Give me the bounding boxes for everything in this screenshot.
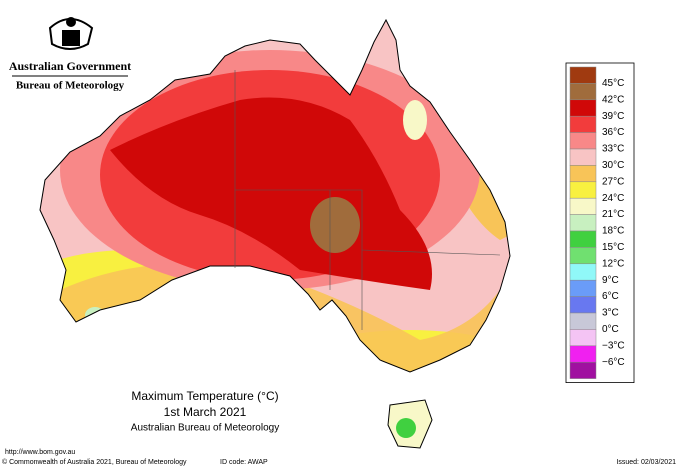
legend-swatch [569,361,597,379]
legend-swatch [569,230,597,248]
legend-label: 24°C [602,193,624,204]
legend-swatch [569,296,597,314]
legend-swatch [569,263,597,281]
legend-swatch [569,247,597,265]
logo [48,17,94,50]
issued: Issued: 02/03/2021 [616,459,676,466]
legend-label: 45°C [602,78,624,89]
legend-swatch [569,99,597,117]
copyright: © Commonwealth of Australia 2021, Bureau… [2,458,187,466]
source: Australian Bureau of Meteorology [131,423,279,434]
legend-swatch [569,214,597,232]
legend-swatch [569,83,597,101]
legend-label: 27°C [602,176,624,187]
legend: 45°C 42°C 39°C 36°C 33°C 30°C 27°C 24°C 21°C 18°C… [565,62,635,384]
legend-swatch [569,115,597,133]
legend-label: 30°C [602,160,624,171]
legend-label: 0°C [602,324,619,335]
legend-label: 3°C [602,308,619,319]
coastline [39,18,511,373]
bureau: Bureau of Meteorology [16,80,125,92]
legend-swatch [569,66,597,84]
legend-swatch [569,165,597,183]
legend-swatch [569,181,597,199]
legend-label: 18°C [602,226,624,237]
legend-label: 9°C [602,275,619,286]
legend-label: 39°C [602,111,624,122]
legend-swatch [569,279,597,297]
legend-swatch [569,132,597,150]
legend-label: −6°C [602,357,625,368]
title: Maximum Temperature (°C) [131,389,278,403]
legend-swatch [569,329,597,347]
url: http://www.bom.gov.au [5,449,75,456]
legend-label: 6°C [602,291,619,302]
subtitle: 1st March 2021 [164,405,247,419]
legend-label: 42°C [602,94,624,105]
tasmania-cold [396,418,416,438]
legend-label: 12°C [602,258,624,269]
agency: Australian Government [9,59,131,73]
state-borders [234,70,501,330]
id-code: ID code: AWAP [220,459,268,466]
legend-label: 33°C [602,144,624,155]
legend-swatch [569,345,597,363]
legend-label: 15°C [602,242,624,253]
legend-frame [565,62,635,384]
legend-swatch [569,312,597,330]
legend-label: −3°C [602,340,625,351]
legend-label: 21°C [602,209,624,220]
legend-swatch [569,197,597,215]
legend-label: 36°C [602,127,624,138]
legend-swatch [569,148,597,166]
